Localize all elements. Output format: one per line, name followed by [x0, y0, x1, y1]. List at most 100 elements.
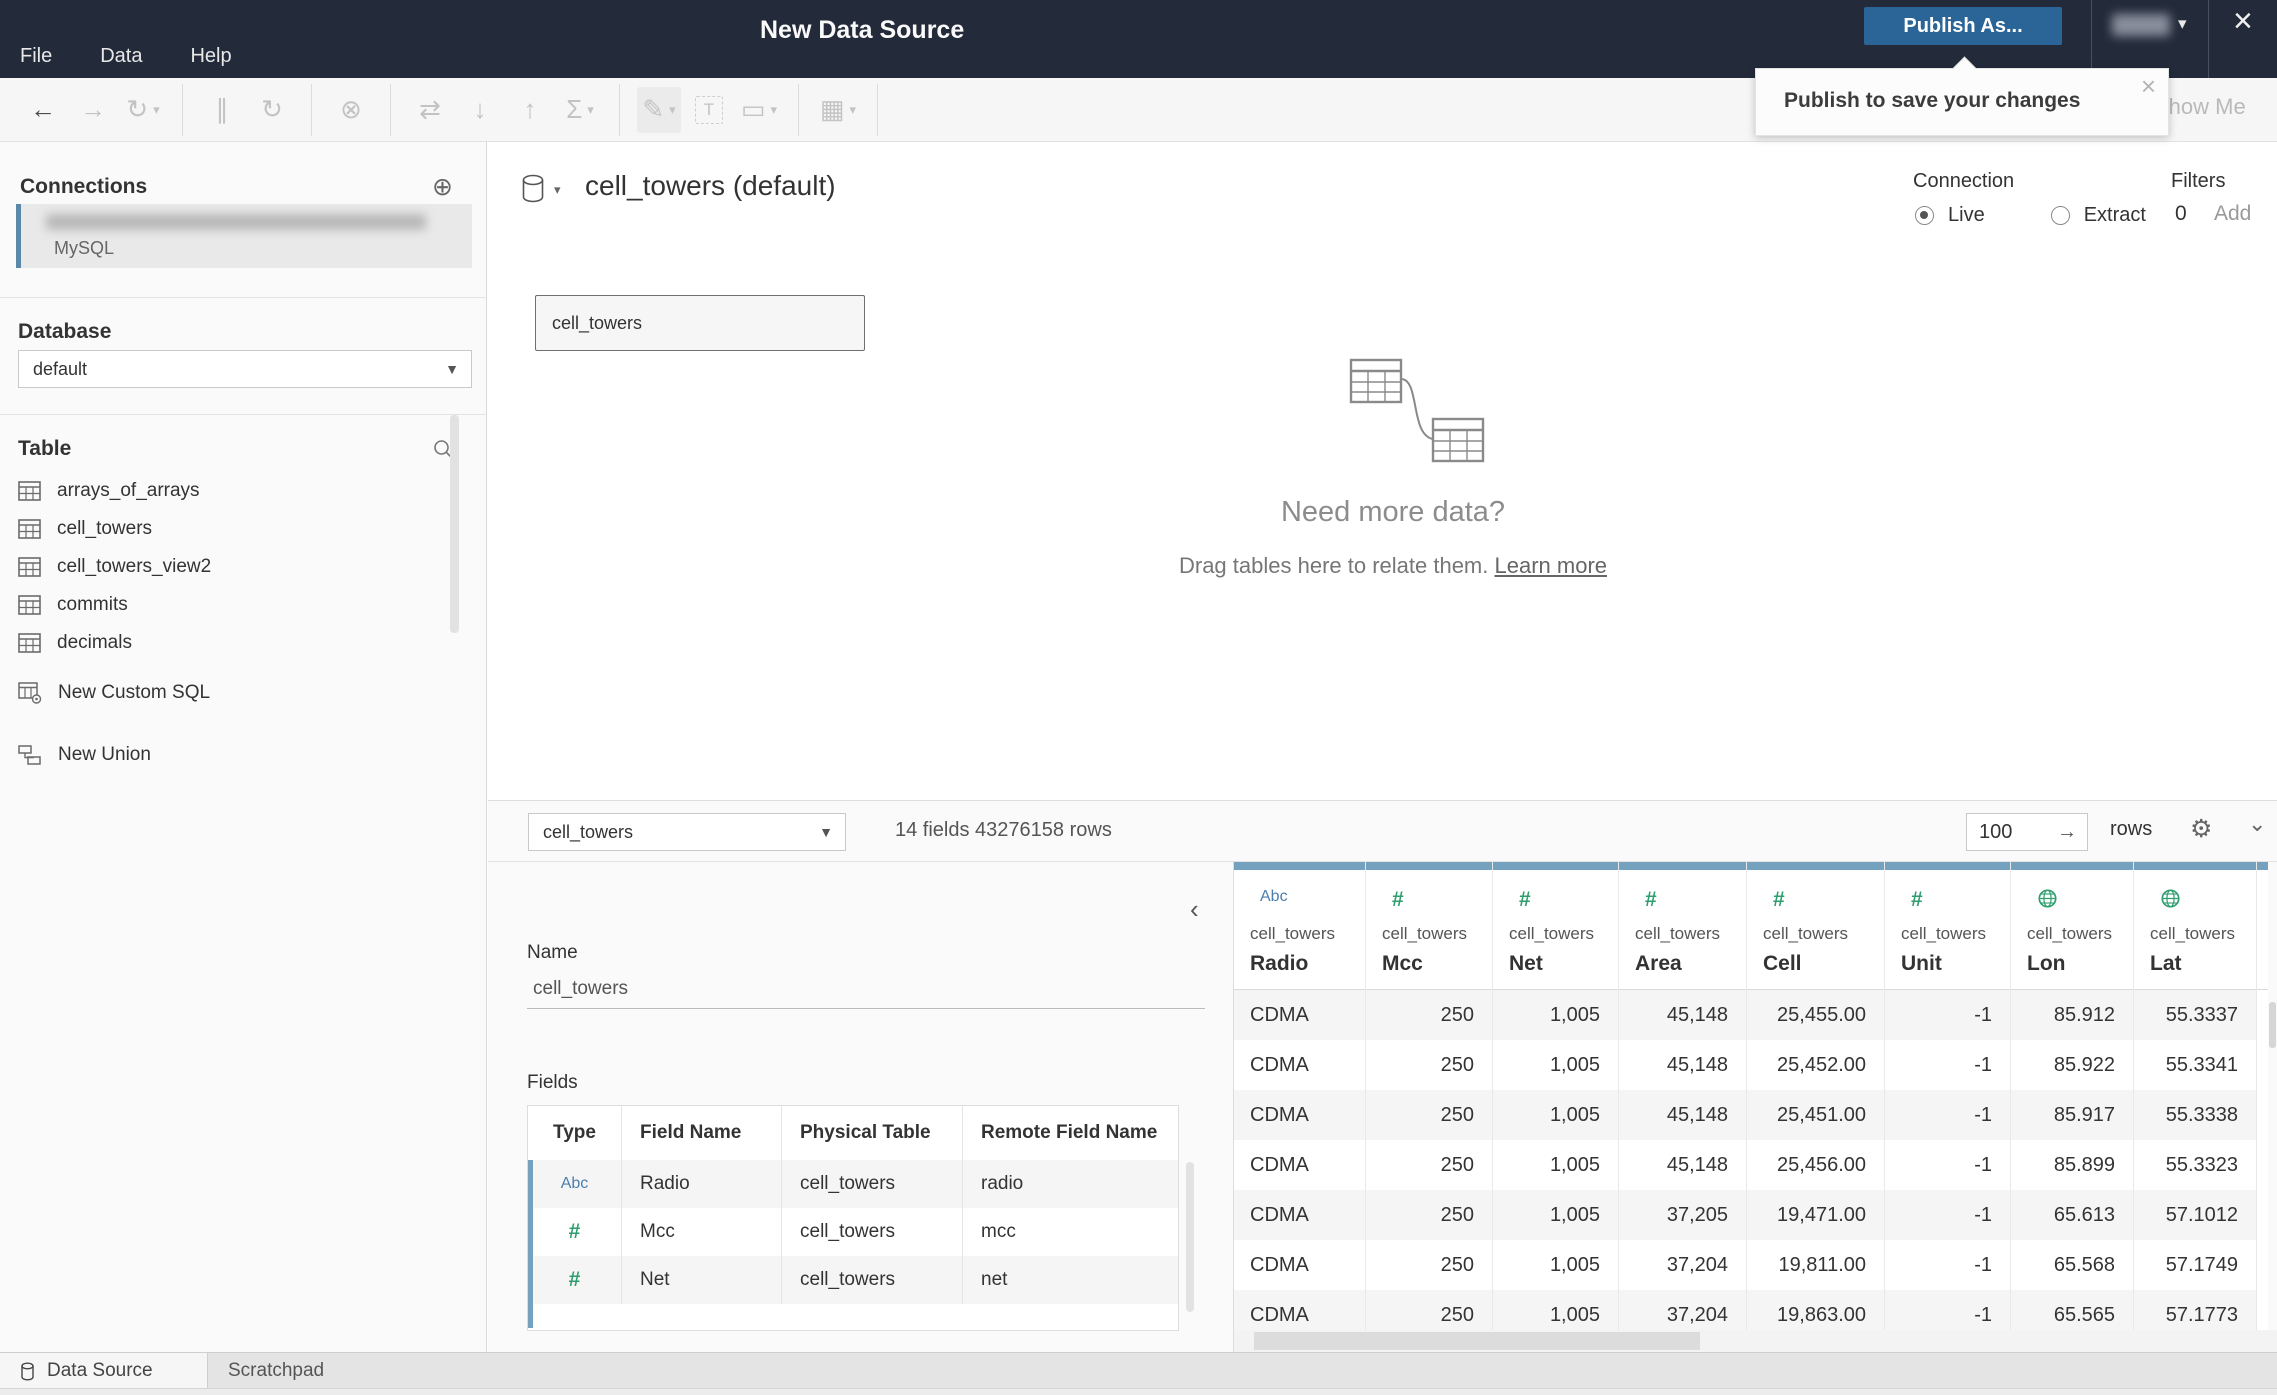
empty-state-subtitle-text: Drag tables here to relate them.	[1178, 553, 1489, 578]
menu-data[interactable]: Data	[100, 45, 143, 67]
extract-radio[interactable]	[2050, 206, 2070, 225]
sort-ascending-icon[interactable]: ↓	[473, 94, 487, 124]
grid-hscroll-thumb[interactable]	[1254, 1332, 1700, 1350]
column-geographic-type-icon	[2037, 888, 2058, 909]
column-source-label: cell_towers	[2027, 924, 2113, 943]
field-name-cell: Mcc	[622, 1208, 782, 1256]
live-radio[interactable]	[1915, 206, 1934, 225]
status-bar: Data Source Scratchpad	[0, 1352, 2277, 1389]
grid-cell: CDMA	[1234, 1140, 1365, 1190]
grid-cell: 55.3337	[2134, 990, 2256, 1040]
column-accent-bar	[1619, 862, 1746, 870]
field-row-accent-bar	[528, 1304, 533, 1328]
table-list-scrollbar[interactable]	[450, 415, 459, 633]
text-label-icon[interactable]: T	[687, 87, 731, 133]
sidebar-table-arrays_of_arrays[interactable]: arrays_of_arrays	[18, 472, 458, 510]
fields-header-field-name: Field Name	[622, 1106, 782, 1160]
grid-header-lat[interactable]: cell_towers Lat	[2134, 862, 2256, 990]
name-input-underline	[527, 1008, 1205, 1009]
undo-icon[interactable]: ←	[30, 94, 56, 124]
fit-icon[interactable]: ▭ ▾	[740, 94, 778, 124]
canvas-table-node[interactable]: cell_towers	[535, 295, 865, 351]
publish-as-button[interactable]: Publish As...	[1864, 7, 2062, 45]
fields-rows-summary: 14 fields 43276158 rows	[895, 819, 1112, 841]
sidebar-table-commits[interactable]: commits	[18, 586, 458, 624]
user-menu-caret-icon[interactable]: ▾	[2178, 14, 2187, 33]
refresh-data-source-icon[interactable]: ↻	[261, 94, 283, 124]
sidebar-table-cell_towers_view2[interactable]: cell_towers_view2	[18, 548, 458, 586]
sort-descending-icon[interactable]: ↑	[523, 94, 537, 124]
grid-header-area[interactable]: # cell_towers Area	[1619, 862, 1746, 990]
metadata-collapse-chevron[interactable]: ‹	[1190, 894, 1199, 924]
grid-horizontal-scrollbar[interactable]	[1234, 1330, 2277, 1352]
menu-file[interactable]: File	[20, 45, 53, 67]
grid-header-mcc[interactable]: # cell_towers Mcc	[1366, 862, 1492, 990]
field-row-accent-bar	[528, 1160, 533, 1208]
redo-icon[interactable]: →	[80, 94, 106, 124]
menu-help[interactable]: Help	[190, 45, 232, 67]
fields-header-row: Type Field Name Physical Table Remote Field…	[528, 1106, 1178, 1160]
tab-scratchpad[interactable]: Scratchpad	[208, 1353, 344, 1389]
new-union-button[interactable]: New Union	[18, 744, 151, 766]
grid-table-select[interactable]: cell_towers ▼	[528, 813, 846, 851]
grid-collapse-chevron-icon[interactable]: ⌄	[2248, 811, 2267, 836]
tooltip-close-icon[interactable]: ×	[2140, 71, 2156, 101]
window-close-button[interactable]: ×	[2233, 2, 2253, 40]
grid-column-area: # cell_towers Area 45,148 45,148 45,148 45,148…	[1619, 862, 1747, 1330]
grid-header-radio[interactable]: Abc cell_towers Radio	[1234, 862, 1365, 990]
grid-vertical-scrollbar[interactable]	[2268, 862, 2277, 1330]
sidebar-table-decimals[interactable]: decimals	[18, 624, 458, 662]
filters-add-button[interactable]: Add	[2214, 202, 2252, 225]
grid-cell: -1	[1885, 1040, 2010, 1090]
grid-header-lon[interactable]: cell_towers Lon	[2011, 862, 2133, 990]
fields-table-scrollbar[interactable]	[1186, 1162, 1194, 1312]
user-name-blurred[interactable]	[2112, 14, 2170, 36]
sidebar-table-cell_towers[interactable]: cell_towers	[18, 510, 458, 548]
grid-header-cell[interactable]: # cell_towers Cell	[1747, 862, 1884, 990]
grid-cell: 250	[1366, 1090, 1492, 1140]
name-input[interactable]: cell_towers	[533, 978, 629, 999]
field-row-radio[interactable]: Abc Radio cell_towers radio	[528, 1160, 1178, 1208]
grid-vscroll-thumb[interactable]	[2269, 1002, 2276, 1048]
row-count-apply-icon[interactable]: →	[2057, 820, 2077, 843]
grid-cell: 25,455.00	[1747, 990, 1884, 1040]
swap-rows-and-columns-icon[interactable]: ⇄	[419, 94, 441, 124]
grid-cell: -1	[1885, 1240, 2010, 1290]
data-source-tab-icon	[20, 1362, 35, 1381]
datasource-cylinder-icon[interactable]	[520, 174, 546, 204]
status-bar-bottom-strip	[0, 1388, 2277, 1395]
totals-icon[interactable]: Σ ▾	[566, 94, 594, 124]
table-item-label: arrays_of_arrays	[57, 480, 200, 501]
tab-data-source[interactable]: Data Source	[0, 1353, 208, 1389]
add-connection-icon[interactable]: ⊕	[432, 173, 453, 201]
show-me-mini-icon[interactable]: ▦ ▾	[819, 94, 857, 124]
pause-auto-updates-icon[interactable]: ∥	[215, 94, 229, 124]
learn-more-link[interactable]: Learn more	[1494, 553, 1608, 578]
grid-cell: 1,005	[1493, 990, 1618, 1040]
new-custom-sql-button[interactable]: New Custom SQL	[18, 682, 210, 704]
clear-sheet-icon[interactable]: ⊗	[340, 94, 362, 124]
empty-state-title: Need more data?	[1280, 496, 1506, 528]
connection-section-label: Connection	[1913, 170, 2015, 192]
connections-title: Connections	[20, 175, 148, 198]
connection-item[interactable]: MySQL	[16, 204, 472, 268]
field-row-net[interactable]: # Net cell_towers net	[528, 1256, 1178, 1304]
replay-icon[interactable]: ↻ ▾	[126, 94, 160, 124]
datasource-caret-icon[interactable]: ▾	[554, 182, 561, 197]
column-accent-bar	[2011, 862, 2133, 870]
datasource-title: cell_towers (default)	[585, 170, 836, 201]
connection-active-bar	[16, 204, 21, 268]
field-row-mcc[interactable]: # Mcc cell_towers mcc	[528, 1208, 1178, 1256]
database-select[interactable]: default ▼	[18, 350, 472, 388]
field-number-type-icon: #	[568, 1268, 581, 1291]
show-me-button[interactable]: Show Me	[2154, 94, 2246, 119]
grid-settings-gear-icon[interactable]: ⚙	[2190, 815, 2213, 843]
row-count-input[interactable]: 100 →	[1966, 813, 2088, 851]
grid-header-net[interactable]: # cell_towers Net	[1493, 862, 1618, 990]
grid-cell: 57.1773	[2134, 1290, 2256, 1330]
grid-cell: 1,005	[1493, 1190, 1618, 1240]
grid-header-unit[interactable]: # cell_towers Unit	[1885, 862, 2010, 990]
highlight-icon[interactable]: ✎ ▾	[637, 86, 681, 133]
field-remote-name-cell: mcc	[981, 1221, 1016, 1242]
grid-cell: 19,863.00	[1747, 1290, 1884, 1330]
